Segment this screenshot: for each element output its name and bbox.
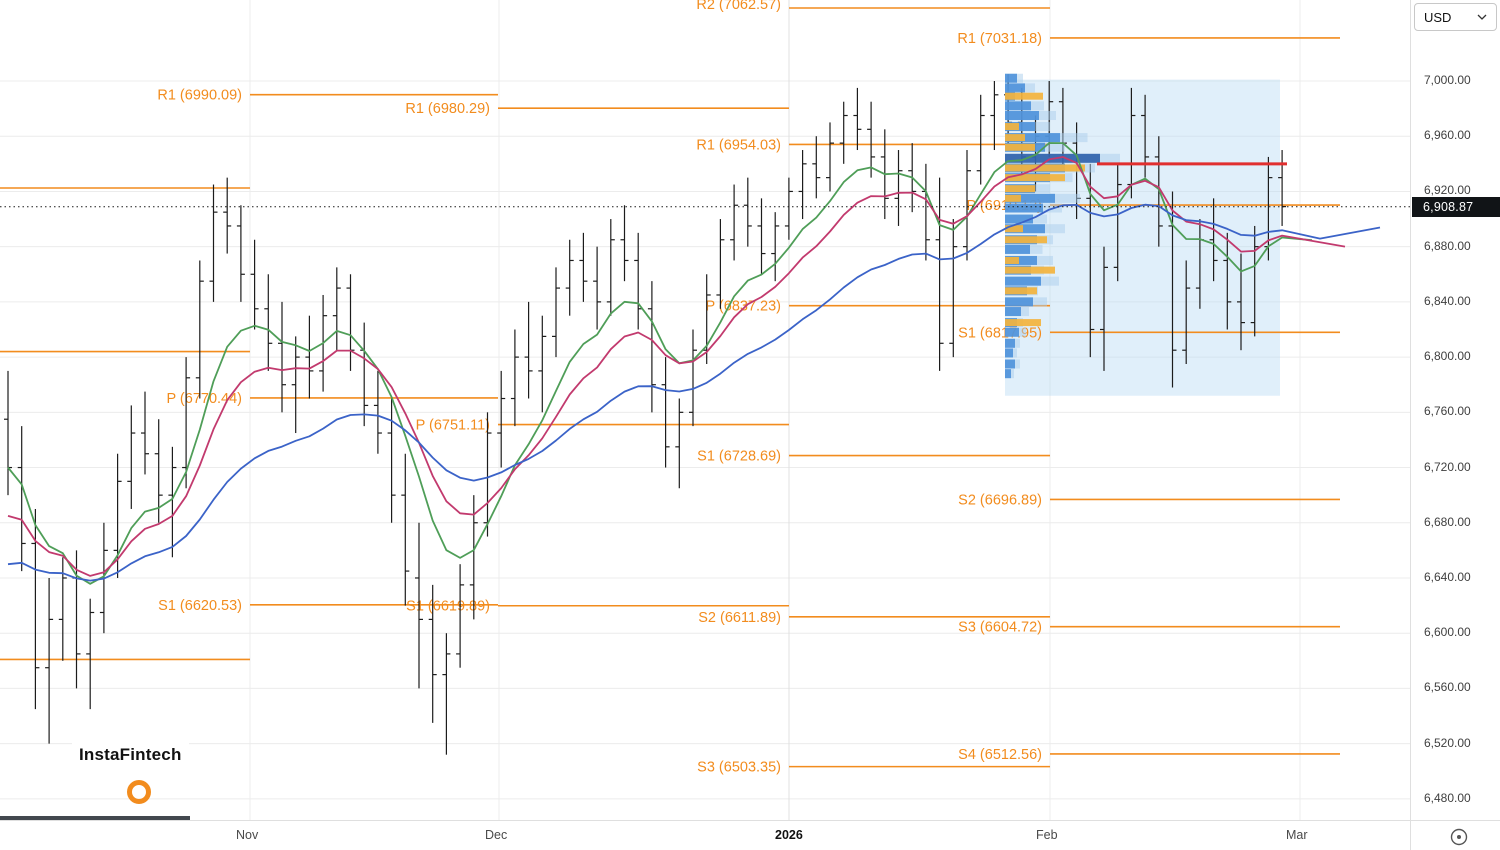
price-chart-svg: R1 (6990.09) P (6770.44) S1 (6620.53) R1 (6… [0, 0, 1410, 820]
pivot-level-label: P (6837.23) [705, 299, 781, 315]
instafintech-ring-logo [127, 780, 151, 804]
price-tick-label: 6,960.00 [1424, 128, 1471, 143]
time-axis[interactable]: Nov Dec 2026 Feb Mar [0, 820, 1410, 850]
pivot-level-label: R1 (7031.18) [957, 31, 1042, 47]
price-axis[interactable]: USD 7,000.00 6,960.00 6,920.00 6,880.00 6,84… [1410, 0, 1500, 850]
time-axis-label-nov: Nov [236, 828, 259, 842]
pivot-level-label: S1 (6728.69) [697, 449, 781, 465]
price-tick-label: 6,680.00 [1424, 514, 1471, 529]
price-tick-label: 6,560.00 [1424, 680, 1471, 695]
moving-averages-layer [7, 142, 1381, 585]
price-tick-label: 6,800.00 [1424, 349, 1471, 364]
price-tick-label: 6,840.00 [1424, 293, 1471, 308]
ma-medium-rose [7, 156, 1346, 577]
price-tick-label: 6,760.00 [1424, 404, 1471, 419]
grid-layer [0, 0, 1410, 820]
price-tick-label: 6,920.00 [1424, 183, 1471, 198]
pivot-level-label: R1 (6954.03) [696, 137, 781, 153]
currency-select[interactable]: USD [1414, 3, 1497, 31]
price-tick-label: 6,880.00 [1424, 238, 1471, 253]
pivot-level-label: R2 (7062.57) [696, 0, 781, 13]
pivot-level-label: R1 (6980.29) [405, 101, 490, 117]
price-tick-label: 6,480.00 [1424, 790, 1471, 805]
time-axis-label-mar: Mar [1286, 828, 1308, 842]
instaforex-logo-badge: instaforex Instant Forex Trading [0, 816, 190, 820]
price-tick-label: 7,000.00 [1424, 73, 1471, 87]
chevron-down-icon [1477, 14, 1487, 20]
currency-label: USD [1424, 9, 1452, 25]
current-price-tag: 6,908.87 [1412, 196, 1500, 217]
pivot-level-label: S2 (6611.89) [698, 610, 781, 626]
pivot-level-label: R1 (6990.09) [157, 88, 242, 104]
pivot-level-label: S1 (6619.89) [406, 599, 490, 615]
pivot-level-label: S4 (6512.56) [958, 747, 1042, 763]
price-tick-label: 6,720.00 [1424, 459, 1471, 474]
pivot-level-label: P (6751.11) [416, 418, 490, 434]
time-axis-label-dec: Dec [485, 828, 508, 842]
price-tick-label: 6,520.00 [1424, 735, 1471, 750]
candles-layer [4, 74, 1287, 755]
ma-slow-blue [7, 203, 1381, 582]
jump-to-current-button[interactable] [1448, 826, 1470, 848]
pivot-level-label: S3 (6503.35) [697, 760, 781, 776]
volume-profile-layer [1005, 73, 1120, 379]
target-circle-icon [1450, 828, 1468, 846]
chart-canvas[interactable]: R1 (6990.09) P (6770.44) S1 (6620.53) R1 (6… [0, 0, 1410, 820]
time-axis-label-feb: Feb [1036, 828, 1058, 842]
price-tick-label: 6,640.00 [1424, 569, 1471, 584]
pivot-level-label: P (6770.44) [166, 391, 242, 407]
pivot-level-label: S2 (6696.89) [958, 492, 1042, 508]
pivot-lines-layer: R1 (6990.09) P (6770.44) S1 (6620.53) R1 (6… [0, 0, 1340, 776]
pivot-level-label: S3 (6604.72) [958, 620, 1042, 636]
time-axis-label-2026: 2026 [775, 828, 803, 842]
watermark-instafintech: InstaFintech [72, 742, 189, 768]
pivot-level-label: S1 (6620.53) [158, 598, 242, 614]
price-tick-label: 6,600.00 [1424, 625, 1471, 640]
ma-fast-green [7, 142, 1313, 585]
pivot-level-label: S1 (6817.95) [958, 325, 1042, 341]
